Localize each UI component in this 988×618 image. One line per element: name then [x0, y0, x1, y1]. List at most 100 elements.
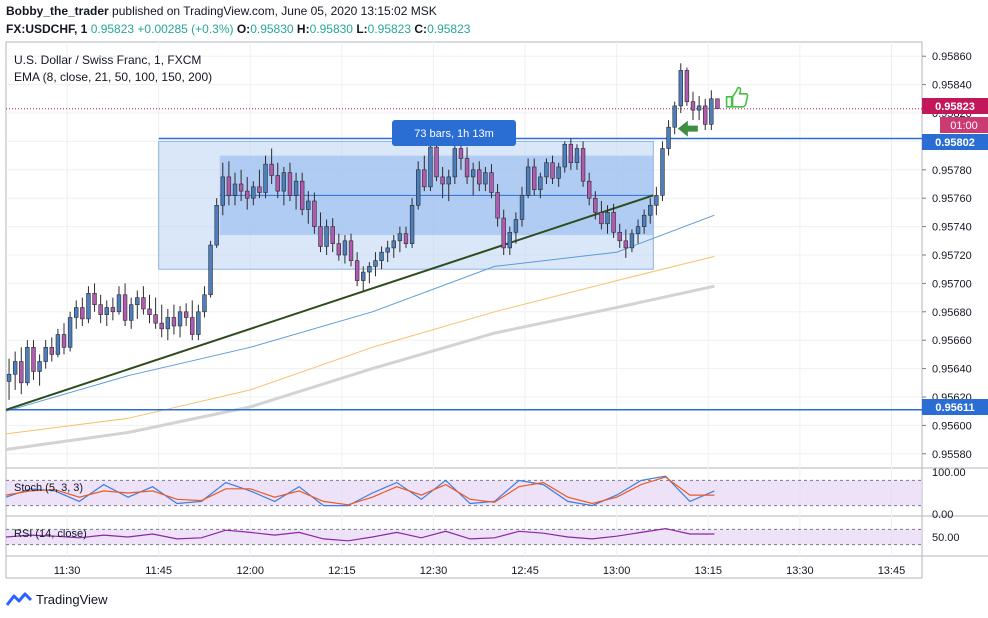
ema-lines — [5, 214, 715, 451]
candle-down — [257, 186, 262, 193]
tradingview-logo[interactable]: TradingView — [6, 591, 108, 607]
open-key: O: — [236, 22, 251, 36]
candle-up — [55, 334, 61, 355]
candle-down — [153, 314, 158, 324]
candle-up — [470, 169, 476, 178]
candle-up — [208, 244, 213, 296]
author-name[interactable]: Bobby_the_trader — [6, 4, 109, 18]
x-tick-label: 12:15 — [328, 565, 356, 577]
y-tick-label: 0.95640 — [932, 364, 972, 376]
candle-up — [416, 169, 421, 206]
x-tick-label: 12:45 — [511, 565, 539, 577]
candle-up — [293, 180, 299, 196]
candle-up — [214, 205, 219, 246]
candle-down — [703, 105, 708, 125]
candle-up — [43, 346, 48, 362]
candle-up — [6, 373, 12, 382]
candle-down — [275, 175, 280, 192]
rsi-line — [5, 527, 715, 542]
candle-up — [696, 105, 702, 111]
candle-down — [171, 317, 177, 327]
candle-up — [220, 176, 225, 206]
y-tick-label: 0.95860 — [932, 51, 972, 63]
candle-down — [348, 240, 354, 261]
y-tick-label: 0.95700 — [932, 278, 972, 290]
candle-up — [342, 240, 348, 256]
tag-resistance-text: 0.95802 — [935, 137, 975, 149]
candle-up — [202, 294, 207, 313]
tag-support-text: 0.95611 — [935, 402, 974, 414]
candle-down — [568, 143, 574, 164]
candle-down — [501, 217, 506, 249]
candle-down — [287, 172, 293, 196]
chart-title: U.S. Dollar / Swiss Franc, 1, FXCM — [14, 53, 201, 67]
candle-down — [403, 233, 409, 244]
rsi-pane: 50.00 — [5, 527, 960, 546]
candle-down — [110, 307, 116, 313]
range-label-box[interactable] — [392, 120, 516, 146]
candle-up — [666, 126, 671, 149]
candle-up — [513, 219, 519, 233]
candle-up — [385, 247, 390, 253]
ohlc-info: FX:USDCHF, 1 0.95823 +0.00285 (+0.3%) O:… — [6, 22, 470, 36]
candle-up — [367, 266, 372, 273]
candle-down — [464, 158, 470, 178]
y-tick-label: 0.95680 — [932, 307, 972, 319]
y-tick-label: 0.95760 — [932, 193, 972, 205]
candle-up — [452, 148, 458, 178]
tag-support — [922, 399, 988, 415]
candle-up — [104, 307, 109, 315]
candle-down — [495, 192, 500, 219]
candle-down — [299, 180, 305, 210]
y-tick-label: 0.95660 — [932, 335, 972, 347]
x-tick-label: 12:30 — [420, 565, 448, 577]
candle-down — [330, 226, 335, 244]
high-value: 0.95830 — [309, 22, 353, 36]
rsi-legend: RSI (14, close) — [14, 528, 87, 540]
y-tick-label: 0.95780 — [932, 165, 972, 177]
candle-down — [183, 311, 189, 318]
candle-up — [660, 148, 665, 196]
y-tick-label: 0.95740 — [932, 222, 972, 234]
stoch-band — [6, 480, 922, 506]
arrow-icon — [677, 120, 698, 137]
close-value: 0.95823 — [427, 22, 471, 36]
candle-up — [373, 260, 378, 267]
ema-blue-line — [5, 214, 715, 412]
candle-down — [122, 294, 128, 321]
candle-up — [25, 346, 30, 384]
x-tick-label: 11:30 — [54, 565, 81, 577]
candle-down — [269, 163, 274, 176]
annotations[interactable] — [677, 86, 749, 137]
tradingview-logo-icon — [6, 592, 32, 606]
candle-down — [593, 197, 598, 213]
candle-up — [409, 205, 415, 244]
candle-down — [684, 70, 690, 102]
tag-last-price — [922, 98, 988, 114]
candle-up — [519, 195, 525, 220]
candle-up — [379, 251, 384, 261]
candle-down — [580, 148, 586, 182]
candle-down — [458, 148, 464, 159]
candle-down — [147, 308, 152, 315]
candle-down — [550, 162, 555, 179]
candle-up — [635, 226, 641, 235]
low-key: L: — [356, 22, 368, 36]
candle-up — [672, 105, 677, 128]
candle-up — [507, 231, 512, 249]
candle-up — [37, 361, 42, 372]
candle-down — [336, 243, 342, 256]
candle-down — [440, 176, 445, 185]
candle-up — [428, 146, 433, 188]
low-value: 0.95823 — [367, 22, 412, 36]
range-label: 73 bars, 1h 13m — [414, 128, 494, 140]
candle-down — [141, 297, 146, 310]
candle-down — [489, 172, 494, 193]
levels[interactable] — [5, 108, 922, 411]
y-tick-label: 0.95600 — [932, 420, 972, 432]
stoch-legend: Stoch (5, 3, 3) — [14, 482, 83, 494]
candle-down — [532, 166, 537, 190]
candle-down — [611, 212, 616, 233]
candle-up — [648, 205, 653, 216]
